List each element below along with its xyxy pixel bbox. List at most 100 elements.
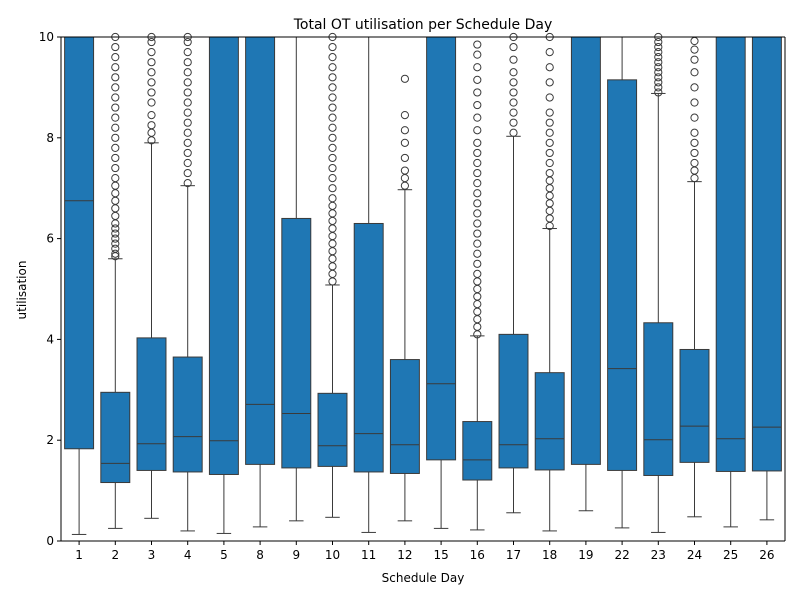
x-tick-label: 1 [75,548,83,562]
outlier-point [111,153,120,163]
outlier-point [690,45,699,54]
box [607,79,638,471]
outlier-point [473,269,482,278]
outlier-point [690,98,699,107]
outlier-point [400,153,409,163]
box [643,322,674,476]
outlier-point [545,93,554,102]
box [570,36,601,465]
x-tick-label: 25 [723,548,738,562]
x-tick-label: 4 [184,548,192,562]
x-tick-label: 23 [651,548,666,562]
outlier-point [690,113,699,122]
outlier-point [183,88,192,97]
outlier-point [473,209,482,218]
outlier-point [328,174,337,183]
outlier-point [111,234,120,243]
outlier-point [147,111,156,120]
outlier-point [400,138,409,147]
box-series-22 [607,36,638,529]
outlier-point [147,88,156,97]
outlier-point [545,118,554,127]
box [100,391,131,484]
outlier-point [654,73,663,82]
outlier-point [654,63,663,72]
outlier-point [183,118,192,127]
y-tick-label: 2 [46,433,54,447]
box-series-16 [462,40,493,531]
outlier-point [473,249,482,258]
outlier-point [654,37,663,47]
outlier-point [654,58,663,67]
y-tick-label: 8 [46,131,54,145]
outlier-point [111,133,120,142]
outlier-point [654,42,663,52]
outlier-point [183,78,192,87]
outlier-point [400,166,409,175]
outlier-point [400,126,409,135]
outlier-point [183,179,192,188]
box [679,348,710,463]
x-tick-label: 2 [111,548,119,562]
box-series-5 [208,36,239,534]
box-series-1 [64,36,95,535]
x-tick-label: 11 [361,548,376,562]
outlier-point [111,224,120,233]
outlier-point [328,83,337,92]
x-tick-label: 22 [614,548,629,562]
outlier-point [400,111,409,120]
box [498,333,529,469]
outlier-point [111,53,120,62]
outlier-point [473,189,482,198]
outlier-point [183,37,192,47]
x-tick-label: 8 [256,548,264,562]
box [462,421,493,481]
box [245,36,276,465]
box-series-2 [100,32,131,529]
outlier-point [545,78,554,87]
outlier-point [545,48,554,57]
y-tick-label: 4 [46,332,54,346]
outlier-point [183,58,192,67]
outlier-point [328,194,337,203]
outlier-point [473,126,482,135]
x-tick-label: 5 [220,548,228,562]
outlier-point [690,68,699,77]
box [751,36,782,472]
outlier-point [328,133,337,142]
outlier-point [473,88,482,97]
outlier-point [111,163,120,173]
outlier-point [183,168,192,178]
box-series-24 [679,36,710,518]
outlier-point [183,148,192,158]
box-series-26 [751,36,782,521]
outlier-point [473,168,482,178]
outlier-point [690,83,699,92]
outlier-point [690,55,699,64]
box [534,372,565,471]
outlier-point [690,128,699,137]
y-axis-label: utilisation [15,261,29,320]
outlier-point [654,88,663,97]
outlier-point [147,68,156,77]
box [208,36,239,475]
outlier-point [328,184,337,193]
boxes-group [64,32,782,535]
box-series-17 [498,32,529,514]
outlier-point [473,259,482,268]
box-series-18 [534,32,565,532]
x-tick-label: 15 [433,548,448,562]
outlier-point [509,42,518,52]
outlier-point [545,108,554,117]
outlier-point [509,68,518,77]
box [715,36,746,472]
outlier-point [473,148,482,158]
outlier-point [111,244,120,253]
outlier-point [328,63,337,72]
outlier-point [328,143,337,152]
outlier-point [473,229,482,238]
outlier-point [183,108,192,117]
